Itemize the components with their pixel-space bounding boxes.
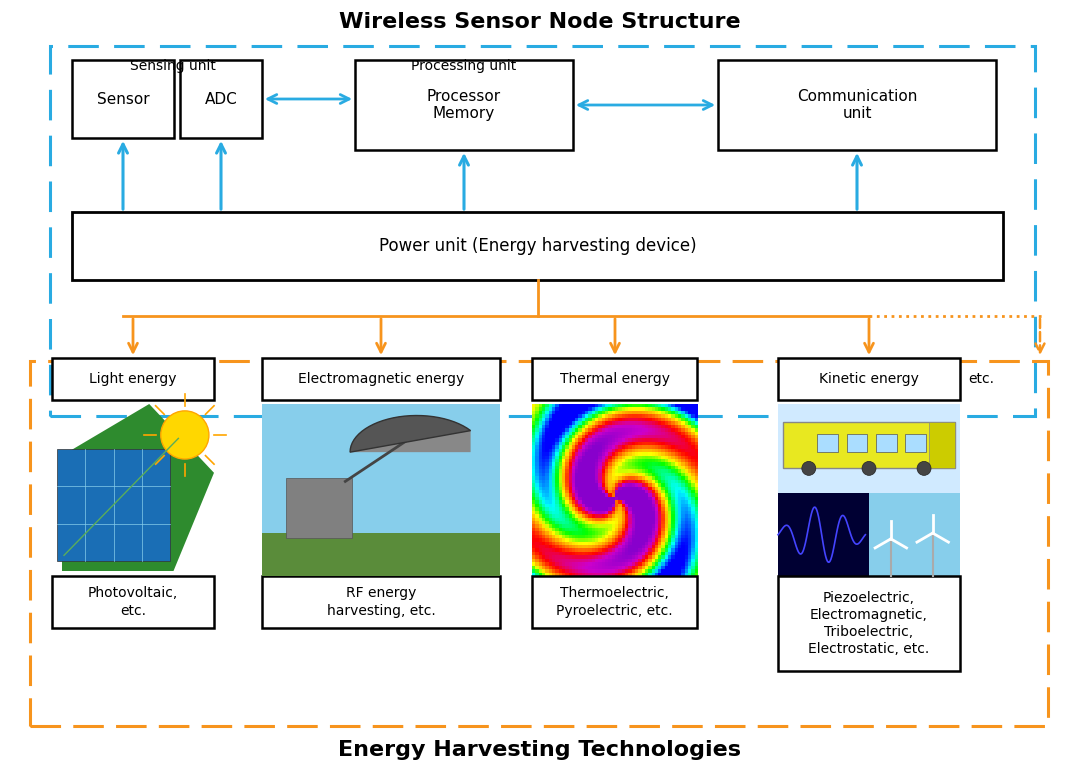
Polygon shape [350,415,471,452]
Bar [869,494,960,576]
Text: Processor
Memory: Processor Memory [427,89,501,121]
Text: Sensing unit: Sensing unit [130,59,216,73]
Bar [718,60,996,150]
Bar [778,494,869,576]
Circle shape [801,462,815,475]
Text: Communication
unit: Communication unit [797,89,917,121]
Bar [180,60,262,138]
Text: etc.: etc. [968,372,994,386]
Text: Energy Harvesting Technologies: Energy Harvesting Technologies [338,740,742,760]
Bar [778,576,960,671]
Bar [30,361,1048,726]
Bar [262,576,500,628]
Bar [262,533,500,576]
Circle shape [862,462,876,475]
Bar [532,358,697,400]
Bar [532,576,697,628]
Text: Processing unit: Processing unit [411,59,516,73]
Text: Photovoltaic,
etc.: Photovoltaic, etc. [87,586,178,617]
Text: Light energy: Light energy [90,372,177,386]
Text: Kinetic energy: Kinetic energy [819,372,919,386]
Bar [50,46,1035,416]
Bar [778,358,960,400]
Bar [72,60,174,138]
Circle shape [917,462,931,475]
Bar [929,422,955,468]
Bar [262,358,500,400]
Bar [778,404,960,494]
Circle shape [161,411,208,459]
Text: RF energy
harvesting, etc.: RF energy harvesting, etc. [326,586,435,617]
Bar [262,404,500,576]
Text: Sensor: Sensor [97,91,149,107]
Text: Power unit (Energy harvesting device): Power unit (Energy harvesting device) [379,237,697,255]
Bar [847,433,867,452]
Polygon shape [62,404,214,571]
Bar [72,212,1003,280]
Bar [905,433,926,452]
Bar [783,422,955,468]
Bar [52,358,214,400]
Bar [876,433,896,452]
Text: Piezoelectric,
Electromagnetic,
Triboelectric,
Electrostatic, etc.: Piezoelectric, Electromagnetic, Triboele… [808,591,930,657]
Bar [52,576,214,628]
Text: Thermoelectric,
Pyroelectric, etc.: Thermoelectric, Pyroelectric, etc. [556,586,673,617]
Bar [818,433,838,452]
Text: Electromagnetic energy: Electromagnetic energy [298,372,464,386]
Text: Thermal energy: Thermal energy [559,372,670,386]
Bar [355,60,573,150]
Text: Wireless Sensor Node Structure: Wireless Sensor Node Structure [339,12,741,32]
Bar [286,478,352,538]
Text: ADC: ADC [204,91,238,107]
Bar [57,449,171,561]
